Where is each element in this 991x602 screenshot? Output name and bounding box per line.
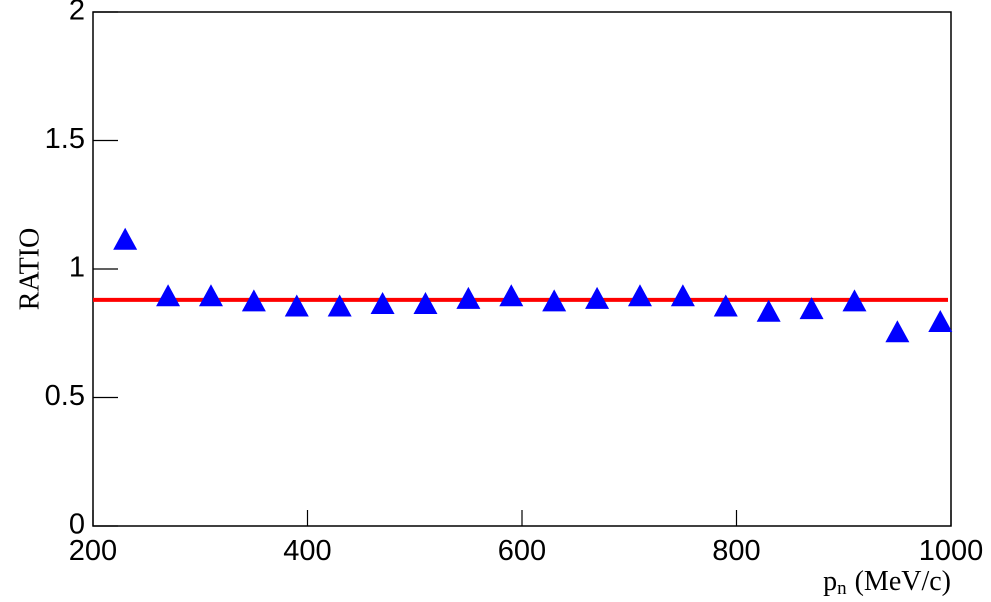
- data-point: [585, 286, 610, 309]
- data-point: [842, 289, 867, 312]
- x-tick-label: 400: [283, 535, 331, 567]
- data-point: [370, 291, 395, 314]
- x-tick-label: 600: [498, 535, 546, 567]
- y-tick-label: 0.5: [45, 380, 85, 412]
- data-point: [499, 284, 524, 307]
- plot-frame: [92, 11, 952, 527]
- data-point: [799, 297, 824, 320]
- x-tick-label: 800: [712, 535, 760, 567]
- y-tick-label: 0: [69, 509, 85, 541]
- x-axis-label: pn (MeV/c): [823, 566, 951, 599]
- data-point: [885, 320, 910, 343]
- y-tick-label: 1: [69, 252, 85, 284]
- data-point: [713, 294, 738, 317]
- data-point: [627, 284, 652, 307]
- data-point: [198, 284, 223, 307]
- y-axis-label: RATIO: [14, 228, 45, 310]
- data-point: [756, 299, 781, 322]
- x-label-unit: (MeV/c): [855, 566, 951, 597]
- data-point: [928, 309, 953, 332]
- data-point: [413, 291, 438, 314]
- data-point: [113, 227, 138, 250]
- y-tick-label: 1.5: [45, 123, 85, 155]
- data-point: [670, 284, 695, 307]
- x-label-main: p: [823, 566, 837, 597]
- data-point: [156, 284, 181, 307]
- x-label-sub: n: [837, 578, 847, 599]
- y-tick-label: 2: [69, 0, 85, 27]
- data-point: [327, 294, 352, 317]
- x-tick-label: 1000: [919, 535, 984, 567]
- data-point: [456, 286, 481, 309]
- x-tick-label: 200: [69, 535, 117, 567]
- data-point: [284, 294, 309, 317]
- data-point: [542, 289, 567, 312]
- data-point: [241, 289, 266, 312]
